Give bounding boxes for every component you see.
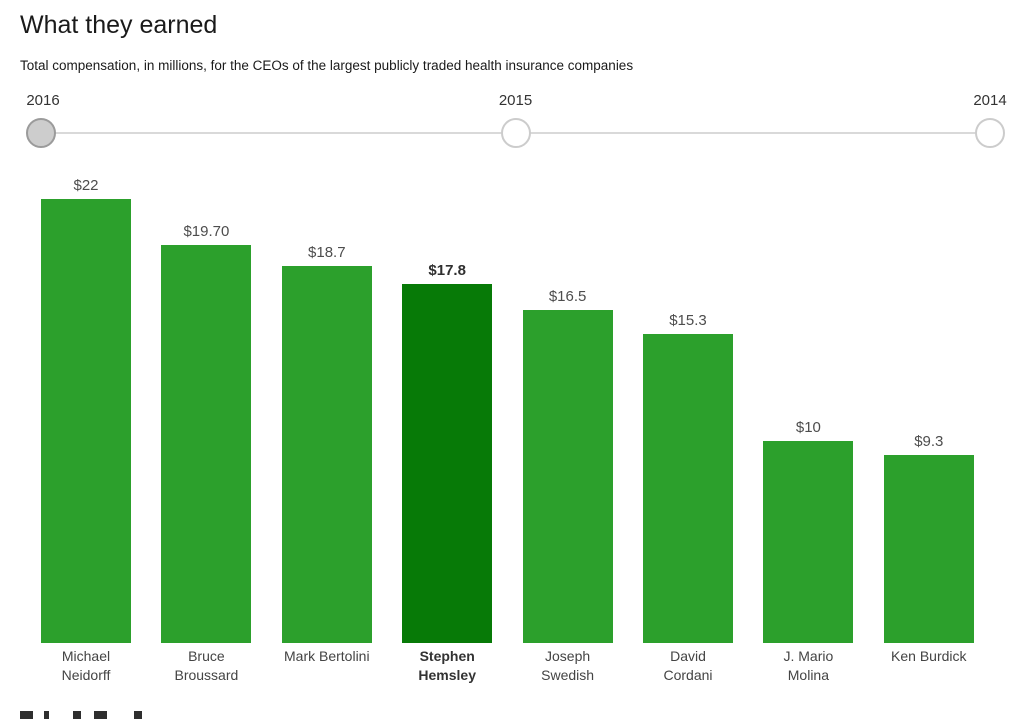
value-label: $19.70 (183, 223, 230, 240)
bar-mark-bertolini (281, 266, 372, 643)
value-label: $10 (795, 419, 821, 436)
bar-david-cordani (643, 334, 733, 643)
value-label: $17.8 (428, 262, 466, 279)
category-label: Bruce Broussard (174, 648, 239, 683)
value-label: $18.7 (308, 244, 346, 261)
value-label: $16.5 (548, 288, 587, 305)
slider-handle-2015[interactable] (500, 118, 531, 148)
page-title: What they earned (20, 11, 218, 39)
value-label: $9.3 (914, 433, 944, 450)
year-label-2016[interactable]: 2016 (26, 92, 60, 109)
year-label-2015[interactable]: 2015 (498, 92, 533, 109)
chart-subtitle: Total compensation, in millions, for the… (20, 58, 634, 73)
category-label: J. Mario Molina (783, 648, 834, 683)
bar-stephen-hemsley (402, 284, 493, 643)
bar-ken-burdick (883, 455, 974, 643)
category-label: Stephen Hemsley (418, 648, 476, 683)
bar-j-mario-molina (763, 441, 854, 643)
bar-michael-neidorff (41, 199, 131, 643)
category-label: Mark Bertolini (284, 648, 370, 664)
category-label: Michael Neidorff (61, 648, 111, 683)
bar-bruce-broussard (161, 245, 252, 643)
slider-handle-2016-selected[interactable] (26, 118, 56, 148)
category-label: Ken Burdick (891, 648, 967, 664)
year-label-2014[interactable]: 2014 (973, 92, 1007, 109)
value-label: $15.3 (669, 312, 707, 329)
value-label: $22 (73, 177, 99, 194)
category-label: David Cordani (663, 648, 713, 683)
category-label: Joseph Swedish (541, 648, 595, 683)
bar-joseph-swedish (522, 310, 613, 643)
slider-handle-2014[interactable] (975, 118, 1005, 148)
